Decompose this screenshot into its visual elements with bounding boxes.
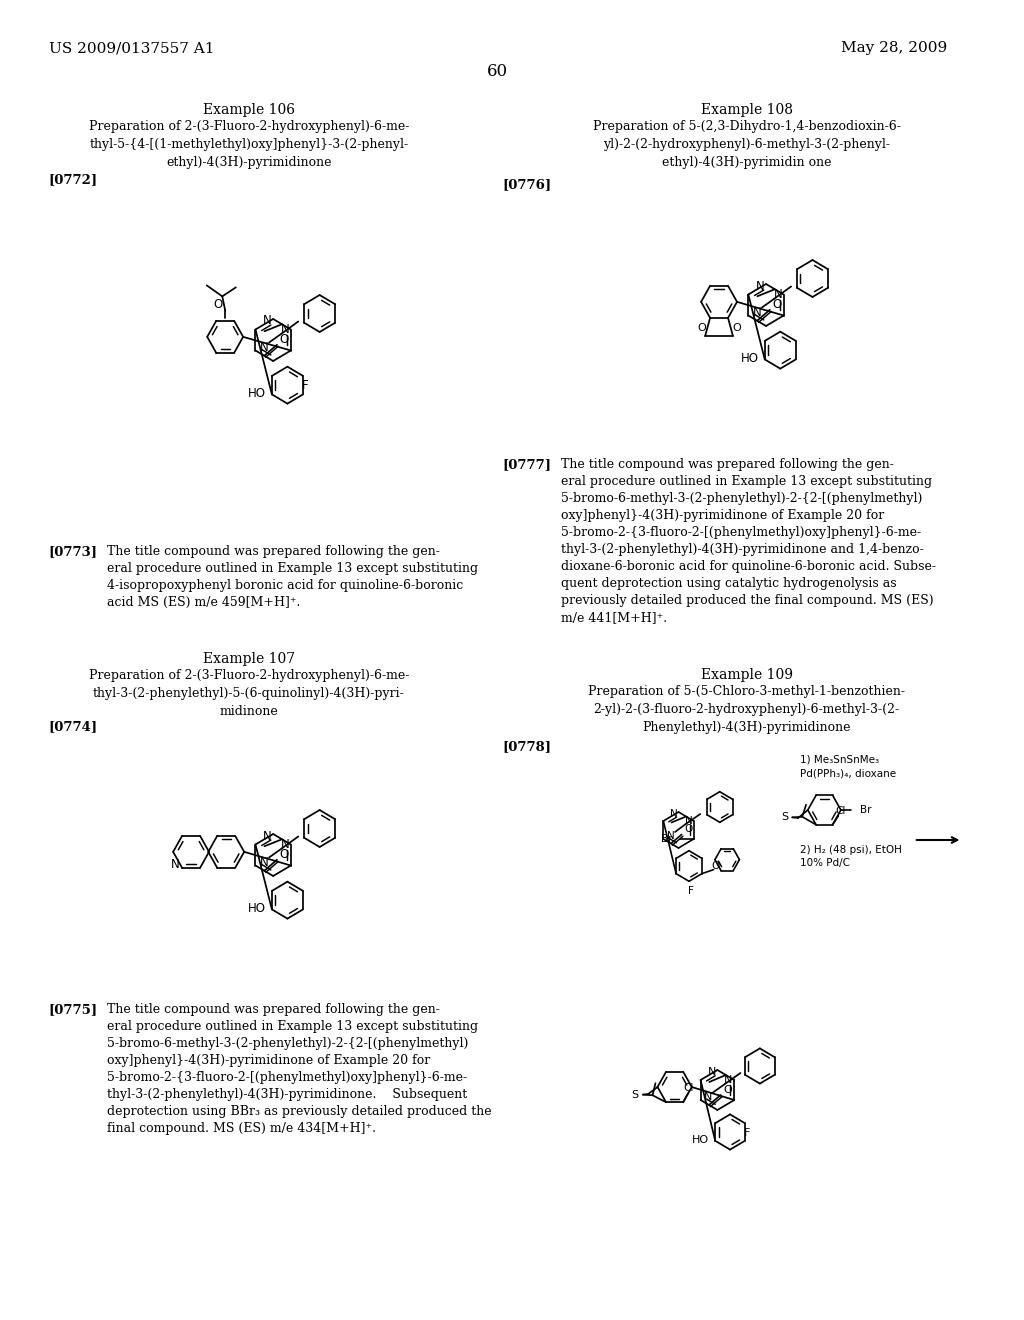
Text: US 2009/0137557 A1: US 2009/0137557 A1 bbox=[48, 41, 214, 55]
Text: N: N bbox=[708, 1067, 716, 1077]
Text: Example 108: Example 108 bbox=[700, 103, 793, 117]
Text: Cl: Cl bbox=[836, 805, 846, 816]
Text: N: N bbox=[773, 288, 782, 301]
Text: HO: HO bbox=[248, 902, 266, 915]
Text: May 28, 2009: May 28, 2009 bbox=[841, 41, 947, 55]
Text: 1) Me₃SnSnMe₃: 1) Me₃SnSnMe₃ bbox=[800, 755, 880, 766]
Text: O: O bbox=[697, 323, 706, 333]
Text: Preparation of 5-(2,3-Dihydro-1,4-benzodioxin-6-
yl)-2-(2-hydroxyphenyl)-6-methy: Preparation of 5-(2,3-Dihydro-1,4-benzod… bbox=[593, 120, 900, 169]
Text: N: N bbox=[263, 314, 271, 327]
Text: O: O bbox=[712, 861, 720, 871]
Text: Preparation of 2-(3-Fluoro-2-hydroxyphenyl)-6-me-
thyl-5-{4-[(1-methylethyl)oxy]: Preparation of 2-(3-Fluoro-2-hydroxyphen… bbox=[89, 120, 409, 169]
Text: The title compound was prepared following the gen-
eral procedure outlined in Ex: The title compound was prepared followin… bbox=[561, 458, 936, 624]
Text: O: O bbox=[280, 333, 289, 346]
Text: [0774]: [0774] bbox=[48, 719, 97, 733]
Text: N: N bbox=[263, 829, 271, 842]
Text: [0772]: [0772] bbox=[48, 173, 97, 186]
Text: O: O bbox=[280, 849, 289, 861]
Text: [0778]: [0778] bbox=[503, 741, 552, 752]
Text: O: O bbox=[684, 825, 692, 834]
Text: N: N bbox=[281, 323, 290, 337]
Text: O: O bbox=[214, 298, 223, 312]
Text: O: O bbox=[723, 1085, 732, 1096]
Text: HO: HO bbox=[741, 351, 759, 364]
Text: Br: Br bbox=[660, 834, 673, 843]
Text: Preparation of 5-(5-Chloro-3-methyl-1-benzothien-
2-yl)-2-(3-fluoro-2-hydroxyphe: Preparation of 5-(5-Chloro-3-methyl-1-be… bbox=[588, 685, 905, 734]
Text: 2) H₂ (48 psi), EtOH: 2) H₂ (48 psi), EtOH bbox=[800, 845, 902, 855]
Text: N: N bbox=[705, 1092, 713, 1102]
Text: N: N bbox=[668, 832, 675, 841]
Text: O: O bbox=[732, 323, 741, 333]
Text: Preparation of 2-(3-Fluoro-2-hydroxyphenyl)-6-me-
thyl-3-(2-phenylethyl)-5-(6-qu: Preparation of 2-(3-Fluoro-2-hydroxyphen… bbox=[89, 669, 409, 718]
Text: N: N bbox=[281, 838, 290, 851]
Text: F: F bbox=[688, 886, 694, 896]
Text: [0773]: [0773] bbox=[48, 545, 97, 558]
Text: F: F bbox=[743, 1129, 750, 1138]
Text: N: N bbox=[260, 341, 268, 354]
Text: The title compound was prepared following the gen-
eral procedure outlined in Ex: The title compound was prepared followin… bbox=[106, 545, 478, 609]
Text: The title compound was prepared following the gen-
eral procedure outlined in Ex: The title compound was prepared followin… bbox=[106, 1003, 492, 1135]
Text: Br: Br bbox=[860, 805, 871, 814]
Text: F: F bbox=[302, 379, 308, 392]
Text: [0776]: [0776] bbox=[503, 178, 552, 191]
Text: [0777]: [0777] bbox=[503, 458, 552, 471]
Text: HO: HO bbox=[691, 1135, 709, 1144]
Text: Example 107: Example 107 bbox=[203, 652, 295, 667]
Text: 10% Pd/C: 10% Pd/C bbox=[800, 858, 850, 869]
Text: O: O bbox=[772, 298, 781, 312]
Text: S: S bbox=[632, 1089, 639, 1100]
Text: N: N bbox=[670, 809, 678, 818]
Text: N: N bbox=[685, 816, 692, 826]
Text: S: S bbox=[781, 812, 788, 822]
Text: N: N bbox=[260, 855, 268, 869]
Text: [0775]: [0775] bbox=[48, 1003, 97, 1016]
Text: N: N bbox=[724, 1074, 732, 1085]
Text: Example 109: Example 109 bbox=[700, 668, 793, 682]
Text: Cl: Cl bbox=[684, 1084, 694, 1093]
Text: N: N bbox=[756, 280, 765, 293]
Text: Pd(PPh₃)₄, dioxane: Pd(PPh₃)₄, dioxane bbox=[800, 768, 896, 777]
Text: N: N bbox=[171, 858, 179, 871]
Text: N: N bbox=[753, 306, 762, 319]
Text: HO: HO bbox=[248, 387, 266, 400]
Text: 60: 60 bbox=[487, 63, 508, 81]
Text: Example 106: Example 106 bbox=[203, 103, 295, 117]
